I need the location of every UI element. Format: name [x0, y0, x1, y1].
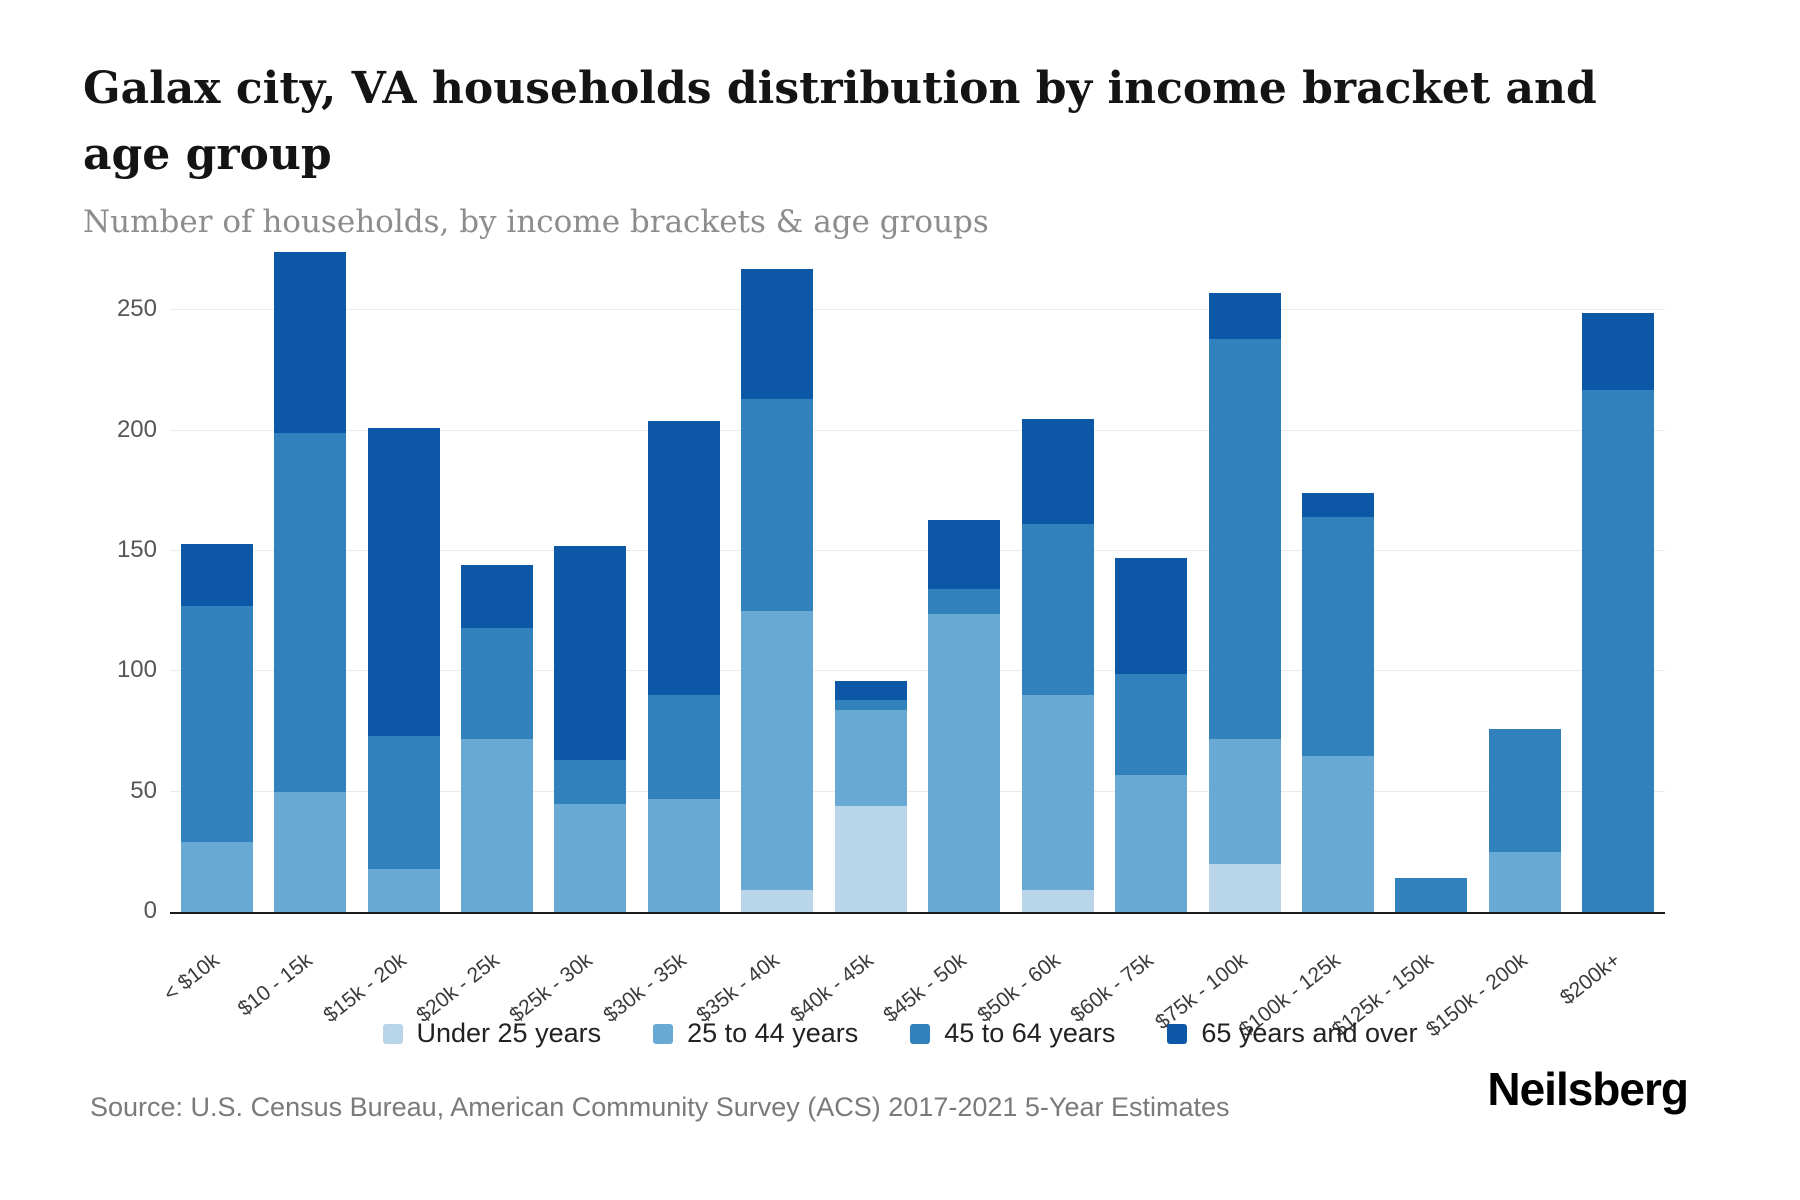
source-note: Source: U.S. Census Bureau, American Com… — [90, 1092, 1230, 1122]
bar-segment[interactable] — [741, 269, 814, 400]
plot-area — [170, 250, 1665, 914]
legend-item[interactable]: 45 to 64 years — [910, 1018, 1115, 1049]
bar-segment[interactable] — [461, 565, 534, 628]
bar-segment[interactable] — [834, 806, 907, 912]
bar-segment[interactable] — [1208, 339, 1281, 739]
bar-$50k-60k[interactable] — [1021, 418, 1094, 912]
bar-segment[interactable] — [180, 543, 253, 607]
bar-segment[interactable] — [367, 868, 440, 912]
bar-segment[interactable] — [1115, 558, 1188, 674]
gridline — [170, 429, 1665, 431]
legend-label: Under 25 years — [416, 1018, 602, 1048]
legend-label: 65 years and over — [1201, 1018, 1418, 1048]
bar-segment[interactable] — [461, 738, 534, 912]
bar-segment[interactable] — [554, 760, 627, 804]
bar-segment[interactable] — [834, 680, 907, 701]
bar-$150k-200k[interactable] — [1488, 729, 1561, 912]
bar-$35k-40k[interactable] — [741, 269, 814, 912]
bar-segment[interactable] — [1208, 293, 1281, 340]
bar-$60k-75k[interactable] — [1115, 558, 1188, 912]
legend: Under 25 years 25 to 44 years 45 to 64 yea… — [0, 1018, 1800, 1049]
bar-segment[interactable] — [928, 613, 1001, 912]
bar-segment[interactable] — [1208, 863, 1281, 912]
legend-swatch-icon — [910, 1023, 931, 1044]
bar-$25k-30k[interactable] — [554, 546, 627, 912]
bar-segment[interactable] — [928, 589, 1001, 614]
y-tick-label: 50 — [130, 776, 157, 804]
bar-segment[interactable] — [1115, 774, 1188, 912]
bar-segment[interactable] — [180, 606, 253, 843]
bar-segment[interactable] — [367, 428, 440, 737]
y-tick-label: 100 — [116, 656, 157, 684]
bar-segment[interactable] — [647, 798, 720, 912]
legend-item[interactable]: Under 25 years — [382, 1018, 602, 1049]
bar-$20k-25k[interactable] — [461, 565, 534, 912]
bar-segment[interactable] — [1021, 890, 1094, 912]
legend-label: 45 to 64 years — [944, 1018, 1116, 1048]
legend-swatch-icon — [653, 1023, 674, 1044]
bar-$40k-45k[interactable] — [834, 680, 907, 912]
gridline — [170, 549, 1665, 551]
legend-label: 25 to 44 years — [687, 1018, 859, 1048]
bar-$10-15k[interactable] — [274, 252, 347, 912]
bar-$45k-50k[interactable] — [928, 519, 1001, 912]
legend-swatch-icon — [382, 1023, 403, 1044]
legend-swatch-icon — [1167, 1023, 1188, 1044]
bar-segment[interactable] — [367, 736, 440, 869]
bar-segment[interactable] — [1301, 755, 1374, 912]
bar-segment[interactable] — [1021, 524, 1094, 696]
gridline — [170, 309, 1665, 311]
bar-segment[interactable] — [647, 420, 720, 696]
legend-item[interactable]: 65 years and over — [1167, 1018, 1418, 1049]
bar-segment[interactable] — [1488, 729, 1561, 852]
bar-$75k-100k[interactable] — [1208, 293, 1281, 912]
bar-segment[interactable] — [928, 519, 1001, 590]
bar-$30k-35k[interactable] — [647, 420, 720, 912]
bar-segment[interactable] — [1021, 418, 1094, 525]
bar-segment[interactable] — [741, 399, 814, 612]
bar-segment[interactable] — [1582, 389, 1655, 912]
bar-segment[interactable] — [1488, 851, 1561, 912]
y-axis: 0 50 100 150 200 250 — [60, 250, 157, 924]
chart-subtitle: Number of households, by income brackets… — [83, 204, 989, 240]
bar-$200k+[interactable] — [1582, 312, 1655, 912]
legend-item[interactable]: 25 to 44 years — [653, 1018, 858, 1049]
bar-segment[interactable] — [1208, 738, 1281, 864]
bar-segment[interactable] — [1021, 695, 1094, 891]
bar-segment[interactable] — [741, 890, 814, 912]
x-axis-line — [170, 912, 1665, 914]
gridline — [170, 670, 1665, 672]
bar-segment[interactable] — [834, 700, 907, 710]
bar-segment[interactable] — [274, 432, 347, 792]
y-tick-label: 250 — [116, 295, 157, 323]
brand-logo: Neilsberg — [1487, 1063, 1689, 1115]
bar-segment[interactable] — [1301, 493, 1374, 518]
bar-segment[interactable] — [180, 842, 253, 912]
bar-$125k-150k[interactable] — [1395, 878, 1468, 912]
y-tick-label: 150 — [116, 535, 157, 563]
bar-segment[interactable] — [741, 611, 814, 891]
bar-segment[interactable] — [554, 546, 627, 761]
bar-segment[interactable] — [1115, 673, 1188, 775]
bar-segment[interactable] — [1395, 878, 1468, 912]
bar-segment[interactable] — [274, 791, 347, 912]
bar-$15k-20k[interactable] — [367, 428, 440, 912]
y-tick-label: 200 — [116, 415, 157, 443]
bar-segment[interactable] — [461, 627, 534, 739]
y-tick-label: 0 — [143, 897, 157, 924]
bar-segment[interactable] — [834, 709, 907, 807]
bar-segment[interactable] — [274, 252, 347, 433]
bar-segment[interactable] — [647, 695, 720, 799]
bar-$100k-125k[interactable] — [1301, 493, 1374, 912]
chart-title: Galax city, VA households distribution b… — [83, 63, 1597, 180]
bar-segment[interactable] — [554, 803, 627, 912]
gridline — [170, 790, 1665, 792]
bar-segment[interactable] — [1582, 312, 1655, 390]
bar-<$10k[interactable] — [180, 543, 253, 912]
bar-segment[interactable] — [1301, 517, 1374, 756]
